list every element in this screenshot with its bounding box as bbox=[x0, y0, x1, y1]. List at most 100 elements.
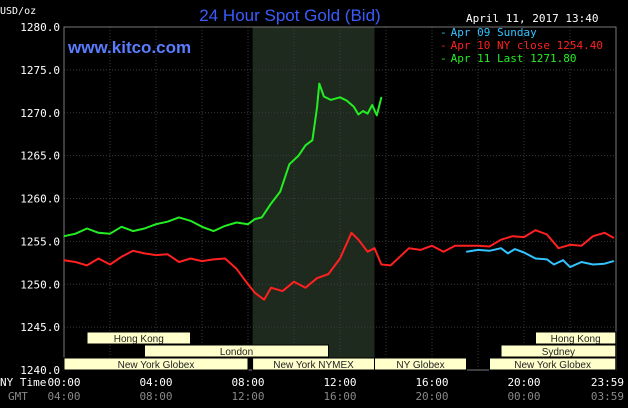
data-point bbox=[488, 250, 491, 252]
data-point bbox=[534, 257, 537, 260]
data-point bbox=[569, 244, 571, 246]
data-point bbox=[166, 253, 169, 255]
x-tick-label-nytime: 20:00 bbox=[507, 376, 540, 389]
session-label: London bbox=[220, 347, 253, 358]
x-tick-label-gmt: 00:00 bbox=[507, 390, 540, 403]
data-point bbox=[339, 257, 341, 260]
data-point bbox=[63, 259, 65, 261]
data-point bbox=[454, 245, 456, 247]
series-line bbox=[466, 247, 614, 269]
data-point bbox=[178, 261, 180, 263]
session-label: NY Globex bbox=[396, 360, 444, 371]
data-point bbox=[367, 113, 369, 115]
data-point bbox=[442, 251, 445, 253]
data-point bbox=[86, 227, 88, 230]
data-point bbox=[580, 245, 583, 247]
data-point bbox=[235, 221, 238, 224]
data-point bbox=[362, 110, 364, 112]
data-point bbox=[178, 216, 180, 218]
data-point bbox=[592, 263, 594, 266]
data-point bbox=[263, 299, 265, 301]
data-point bbox=[465, 245, 468, 247]
x-tick-label-nytime: 00:00 bbox=[47, 376, 80, 389]
data-point bbox=[155, 254, 157, 256]
session-label: Sydney bbox=[542, 347, 575, 358]
session-label: Hong Kong bbox=[551, 334, 601, 345]
x-tick-label-gmt: 03:59 bbox=[591, 390, 624, 403]
data-point bbox=[132, 250, 134, 252]
data-point bbox=[288, 163, 290, 165]
x-tick-label-gmt: 08:00 bbox=[139, 390, 172, 403]
data-point bbox=[270, 203, 272, 205]
y-tick-label: 1275.0 bbox=[20, 64, 60, 77]
session-label: Hong Kong bbox=[114, 334, 164, 345]
session-box bbox=[489, 357, 617, 371]
data-point bbox=[311, 139, 313, 141]
data-point bbox=[155, 223, 157, 225]
data-point bbox=[318, 83, 320, 85]
data-point bbox=[247, 283, 249, 285]
data-point bbox=[189, 257, 192, 260]
data-point bbox=[109, 263, 111, 266]
data-point bbox=[212, 258, 215, 260]
data-point bbox=[500, 239, 502, 241]
series-line bbox=[63, 82, 383, 238]
data-point bbox=[189, 220, 192, 222]
data-point bbox=[339, 96, 341, 98]
legend: - Apr 09 Sunday - Apr 10 NY close 1254.40 … bbox=[440, 26, 603, 65]
data-point bbox=[109, 233, 111, 235]
data-point bbox=[86, 264, 88, 266]
chart-title: 24 Hour Spot Gold (Bid) bbox=[199, 6, 380, 25]
site-watermark: www.kitco.com bbox=[67, 38, 191, 57]
data-point bbox=[419, 249, 422, 251]
x-axis-nytime-label: NY Time bbox=[0, 376, 46, 389]
y-tick-label: 1240.0 bbox=[20, 364, 60, 377]
data-point bbox=[350, 232, 353, 234]
data-point bbox=[224, 257, 226, 260]
data-point bbox=[488, 245, 491, 248]
data-point bbox=[270, 287, 272, 289]
data-point bbox=[304, 144, 307, 146]
data-point bbox=[143, 252, 146, 254]
data-point bbox=[235, 268, 238, 270]
data-point bbox=[63, 235, 65, 237]
y-tick-label: 1270.0 bbox=[20, 107, 60, 120]
data-point bbox=[316, 107, 318, 109]
data-point bbox=[316, 277, 318, 279]
x-tick-label-gmt: 16:00 bbox=[323, 390, 356, 403]
x-tick-label-nytime: 16:00 bbox=[415, 376, 448, 389]
data-point bbox=[224, 225, 226, 227]
session-box bbox=[144, 344, 329, 358]
data-point bbox=[97, 257, 100, 260]
data-point bbox=[357, 113, 359, 116]
data-point bbox=[546, 258, 548, 260]
x-axis-ticks: 00:00 04:00 08:00 12:00 16:00 20:00 23:5904:00… bbox=[47, 376, 624, 403]
data-point bbox=[408, 247, 410, 249]
y-tick-label: 1255.0 bbox=[20, 235, 60, 248]
data-point bbox=[323, 95, 325, 98]
data-point bbox=[279, 191, 281, 193]
x-tick-label-nytime: 04:00 bbox=[139, 376, 172, 389]
session-box bbox=[374, 357, 467, 371]
data-point bbox=[399, 256, 401, 258]
price-series bbox=[63, 82, 615, 301]
data-point bbox=[166, 221, 169, 223]
series-line bbox=[63, 229, 615, 301]
session-box bbox=[535, 331, 617, 345]
data-point bbox=[120, 256, 123, 258]
x-tick-label-gmt: 12:00 bbox=[231, 390, 264, 403]
data-point bbox=[569, 266, 571, 268]
data-point bbox=[143, 227, 146, 230]
y-axis-unit: USD/oz bbox=[0, 6, 36, 17]
data-point bbox=[380, 263, 382, 266]
data-point bbox=[132, 230, 134, 232]
data-point bbox=[557, 247, 560, 249]
legend-item-apr09: - Apr 09 Sunday bbox=[440, 26, 537, 39]
data-point bbox=[367, 251, 369, 253]
data-point bbox=[371, 104, 373, 106]
data-point bbox=[592, 235, 594, 237]
data-point bbox=[562, 259, 564, 261]
data-point bbox=[293, 281, 295, 283]
data-point bbox=[613, 260, 615, 262]
data-point bbox=[546, 233, 548, 236]
